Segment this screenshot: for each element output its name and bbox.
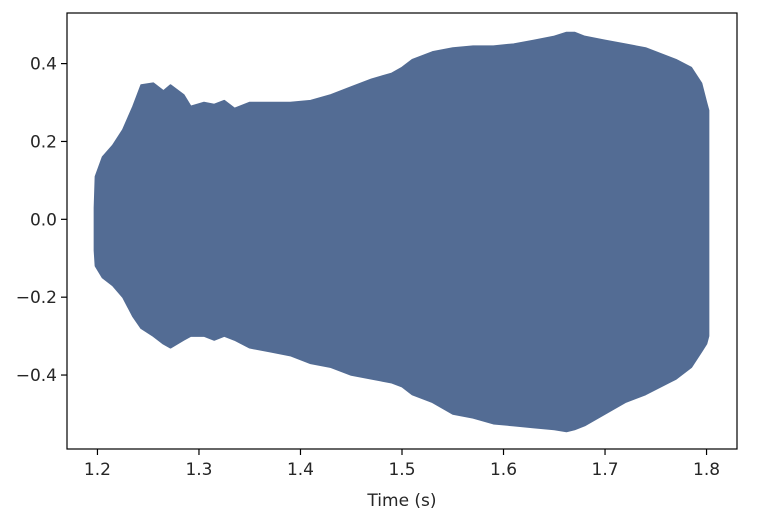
x-tick-label: 1.5: [388, 460, 415, 480]
x-axis: 1.2 1.3 1.4 1.5 1.6 1.7 1.8: [84, 449, 720, 480]
x-tick-label: 1.8: [693, 460, 720, 480]
x-tick-label: 1.2: [84, 460, 111, 480]
x-tick-label: 1.6: [490, 460, 517, 480]
y-tick-label: 0.4: [30, 55, 57, 75]
x-tick-label: 1.3: [185, 460, 212, 480]
y-axis: 0.4 0.2 0.0 −0.2 −0.4: [16, 55, 67, 386]
y-tick-label: −0.2: [16, 288, 57, 308]
x-tick-label: 1.7: [592, 460, 619, 480]
waveform-area: [93, 31, 710, 433]
y-tick-label: 0.2: [30, 132, 57, 152]
plot-area: [93, 31, 710, 433]
x-tick-label: 1.4: [287, 460, 314, 480]
y-tick-label: −0.4: [16, 366, 57, 386]
x-axis-label: Time (s): [366, 491, 436, 511]
y-tick-label: 0.0: [30, 210, 57, 230]
